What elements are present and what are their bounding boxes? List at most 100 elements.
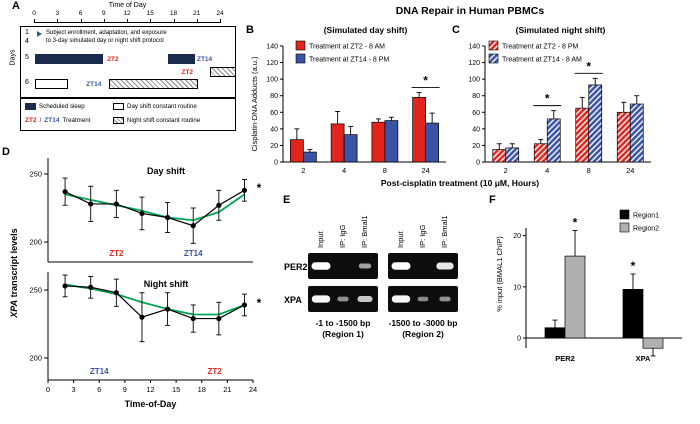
category-label: 4 (545, 166, 549, 175)
category-label: 2 (301, 166, 305, 175)
legend-zt14: ZT14 (44, 117, 60, 124)
bar (642, 337, 664, 349)
bar (564, 255, 586, 339)
legend-item-day-routine: Day shift constant routine (113, 103, 197, 110)
tick-mark (173, 19, 175, 22)
data-point (62, 283, 68, 289)
y-tick-label: 140 (266, 44, 278, 51)
tick-mark (196, 19, 198, 22)
enrollment-text-line1: Subject enrollment, adaptation, and expo… (46, 30, 167, 36)
gel-band (337, 296, 349, 302)
data-point (139, 314, 145, 320)
category-label: 2 (504, 166, 508, 175)
significance-star: * (631, 259, 636, 273)
x-axis-label: Time-of-Day (125, 399, 177, 409)
lane-label: IP: Bmal1 (360, 215, 369, 248)
legend-swatch (619, 209, 630, 220)
y-tick-label: 40 (472, 126, 480, 133)
data-point (190, 315, 196, 322)
gel-band (439, 296, 451, 302)
tick-mark (57, 19, 59, 22)
zt-label-ZT14: ZT14 (86, 80, 102, 88)
y-tick-label: 0 (476, 160, 480, 167)
legend-label: Region2 (633, 226, 659, 233)
trend-line (64, 193, 245, 222)
legend-item-treatment: ZT2/ZT14 Treatment (25, 117, 90, 124)
x-tick-label: 18 (198, 385, 206, 394)
y-tick-label: 10 (513, 284, 521, 291)
lane-label: Input (316, 230, 325, 248)
day-number-5: 5 (25, 54, 29, 61)
x-tick-label: 12 (146, 385, 154, 394)
y-tick-label: 20 (472, 143, 480, 150)
legend-swatch (295, 40, 306, 51)
legend-night-routine: Night shift constant routine (127, 117, 201, 124)
legend-treatment: Treatment (62, 117, 91, 124)
bar (384, 120, 399, 163)
y-axis-label: % input (BMAL1 ChIP) (495, 236, 504, 312)
sleep-swatch (25, 103, 36, 110)
plot-title: Day shift (147, 166, 185, 176)
gel-band (311, 295, 331, 303)
category-label: XPA (636, 354, 651, 363)
day-number-first: 1 (25, 29, 29, 36)
time-tick-6: 6 (78, 10, 83, 17)
protocol-bar-night (108, 79, 198, 89)
legend-label: Region1 (633, 213, 659, 220)
panel-d-label: D (2, 146, 10, 158)
data-point (113, 290, 119, 296)
bar (290, 139, 304, 163)
bar (575, 107, 590, 163)
region-caption: -1500 to -3000 bp (389, 318, 458, 328)
significance-star: * (423, 73, 428, 87)
chart-xpa-transcript: 250 200 Day shift ZT2 ZT14 * 250 200 Night shift… (29, 158, 262, 409)
panel-a-label: A (12, 0, 20, 12)
days-axis-label: Days (9, 49, 17, 66)
category-label: 8 (383, 166, 387, 175)
x-tick-label: 24 (249, 385, 257, 394)
data-point (62, 189, 68, 195)
zt-label-ZT2: ZT2 (181, 68, 194, 76)
panel-c-label: C (452, 24, 460, 36)
bar (505, 147, 520, 163)
y-tick-label: 80 (472, 93, 480, 100)
time-axis-ticks: 0 3 6 9 12 15 18 21 24 (8, 10, 240, 18)
region-caption: -1 to -1500 bp (316, 318, 371, 328)
zt-annotation: ZT2 (109, 249, 124, 258)
tick-mark (80, 19, 82, 22)
day-number-6: 6 (25, 79, 29, 86)
tick-mark (127, 19, 128, 22)
panel-b-subtitle: (Simulated day shift) (323, 25, 408, 35)
bar (343, 134, 358, 163)
time-tick-15: 15 (146, 10, 154, 17)
time-of-day-axis-title: Time of Day (108, 2, 147, 9)
zt-label-ZT2: ZT2 (107, 55, 119, 63)
zt-annotation: ZT14 (90, 367, 109, 376)
region-caption: (Region 2) (402, 329, 444, 339)
lane-label: IP: Bmal1 (440, 215, 449, 248)
significance-star: * (545, 92, 550, 106)
gel-band (391, 262, 411, 270)
bar (425, 122, 439, 163)
panel-a: A Time of Day 0 3 6 9 12 15 18 21 24 Days 1 4 Su… (8, 0, 240, 148)
bar (412, 97, 426, 163)
y-tick-label: 0 (274, 160, 278, 167)
legend-item-night-routine: Night shift constant routine (113, 117, 200, 124)
lane-label: IP: IgG (338, 224, 347, 248)
category-label: 24 (626, 166, 634, 175)
gel-image (388, 253, 458, 279)
data-point (241, 187, 248, 193)
y-tick-label: 120 (468, 60, 480, 67)
time-tick-0: 0 (32, 10, 36, 17)
time-tick-3: 3 (55, 10, 60, 17)
gel-band (357, 295, 373, 303)
data-point (241, 302, 248, 308)
zt-slash: / (39, 117, 42, 124)
protocol-bar-day (35, 79, 69, 89)
bar (330, 123, 345, 163)
gel-band (417, 296, 429, 302)
post-cisplatin-axis-label: Post-cisplatin treatment (10 μM, Hours) (380, 178, 540, 188)
y-tick-label: 0 (517, 336, 521, 343)
